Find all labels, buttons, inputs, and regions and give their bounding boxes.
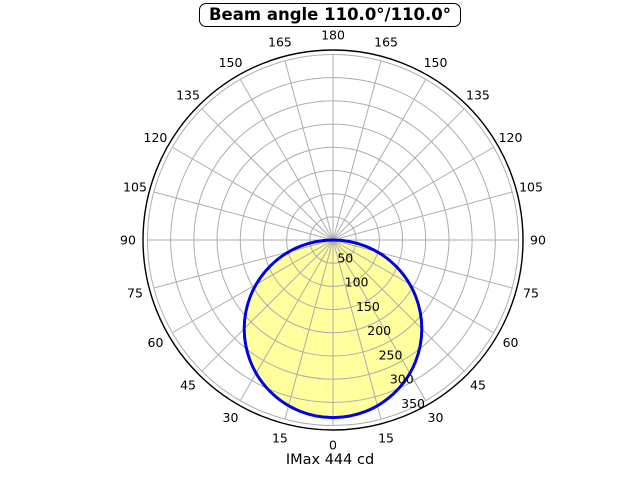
radial-tick-label: 150 — [356, 299, 380, 314]
angle-tick-label: 135 — [466, 87, 490, 102]
angle-tick-label: 150 — [219, 55, 243, 70]
grid-spoke — [284, 60, 334, 241]
grid-spoke — [332, 60, 382, 241]
radial-tick-label: 250 — [379, 347, 403, 362]
angle-tick-label: 165 — [268, 34, 292, 49]
angle-tick-label: 90 — [120, 232, 136, 247]
angle-tick-label: 30 — [223, 410, 239, 425]
grid-spoke — [172, 146, 334, 241]
grid-spoke — [201, 108, 334, 241]
angle-tick-label: 180 — [321, 27, 345, 42]
angle-tick-label: 15 — [272, 430, 288, 445]
angle-tick-label: 45 — [470, 377, 486, 392]
angle-tick-label: 15 — [378, 430, 394, 445]
beam-lobe-outline — [242, 238, 424, 420]
imax-label: IMax 444 cd — [285, 452, 375, 468]
radial-tick-label: 100 — [345, 275, 369, 290]
angle-tick-labels: 0 15 15 30 30 45 45 60 60 75 75 90 90 105 105 120 120 135… — [120, 27, 546, 452]
grid-spoke — [332, 239, 465, 372]
chart-title: Beam angle 110.0°/110.0° — [198, 3, 462, 27]
grid-spoke — [153, 239, 334, 289]
angle-tick-label: 135 — [176, 87, 200, 102]
grid-spoke — [332, 239, 494, 334]
angle-tick-label: 120 — [499, 130, 523, 145]
grid-spoke — [332, 79, 427, 241]
grid-spoke — [332, 108, 465, 241]
polar-spine — [142, 49, 524, 431]
angle-tick-label: 165 — [374, 34, 398, 49]
grid-spoke — [172, 239, 334, 334]
angle-tick-label: 150 — [424, 55, 448, 70]
grid-spoke — [332, 239, 382, 420]
grid-spoke — [153, 191, 334, 241]
grid-spoke — [332, 239, 513, 289]
radial-tick-label: 50 — [337, 250, 353, 265]
angle-tick-label: 0 — [329, 437, 337, 452]
grid-spoke — [332, 191, 513, 241]
angle-tick-label: 30 — [428, 410, 444, 425]
angle-tick-label: 75 — [523, 285, 539, 300]
angle-tick-label: 45 — [180, 377, 196, 392]
grid-spoke — [201, 239, 334, 372]
grid-spoke — [332, 146, 494, 241]
radial-tick-label: 350 — [401, 396, 425, 411]
angle-tick-label: 105 — [123, 179, 147, 194]
angle-tick-label: 120 — [144, 130, 168, 145]
angle-tick-label: 60 — [148, 335, 164, 350]
grid-spoke — [284, 239, 334, 420]
angle-tick-label: 90 — [530, 232, 546, 247]
radial-tick-labels: 50 100 150 200 250 300 350 — [337, 250, 425, 411]
radial-tick-label: 300 — [390, 372, 414, 387]
angle-tick-label: 75 — [127, 285, 143, 300]
angle-tick-label: 105 — [519, 179, 543, 194]
grid-spoke — [239, 79, 334, 241]
radial-tick-label: 200 — [367, 323, 391, 338]
polar-grid — [147, 54, 519, 426]
angle-tick-label: 60 — [503, 335, 519, 350]
